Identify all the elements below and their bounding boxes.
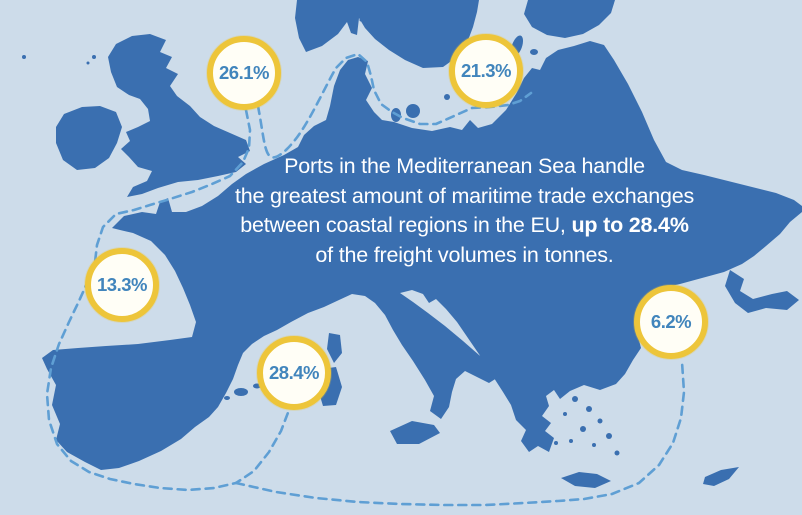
landmasses (22, 0, 802, 488)
map-island-zealand (406, 104, 420, 118)
headline-line-3-text: between coastal regions in the EU, (240, 213, 572, 237)
map-island-crete (561, 472, 611, 488)
headline-line-4: of the freight volumes in tonnes. (315, 242, 614, 267)
map-islet-faroe (22, 55, 26, 59)
badge-mediterranean-sea: 28.4% (257, 336, 331, 410)
map-islet-orkney (92, 55, 96, 59)
badge-bay-of-biscay: 13.3% (85, 248, 159, 322)
map-islands-aegean (554, 396, 620, 456)
map-landmass-finland (524, 0, 615, 38)
map-island-corsica (327, 333, 342, 363)
headline-line-3: between coastal regions in the EU, up to… (212, 211, 717, 241)
shipping-route-mediterranean-east (234, 360, 686, 507)
map-islet-skerry-2 (359, 18, 363, 22)
map-island-saaremaa (530, 49, 538, 55)
map-landmass-scandinavia (295, 0, 479, 68)
map-peninsula-crimea (725, 270, 799, 313)
shipping-routes (45, 52, 686, 507)
headline-line-2: the greatest amount of maritime trade ex… (234, 183, 695, 208)
map-island-cyprus (703, 467, 739, 486)
map-island-mallorca (234, 388, 248, 396)
map-island-ireland (56, 106, 122, 170)
headline: Ports in the Mediterranean Sea handle th… (212, 152, 717, 270)
map-island-sicily (390, 421, 440, 444)
map-landmass-continental-europe (42, 41, 802, 470)
badge-bay-of-biscay-value: 13.3% (97, 274, 147, 295)
badge-black-sea: 6.2% (634, 285, 708, 359)
map-islet-hebrides (86, 61, 90, 65)
badge-baltic-sea-value: 21.3% (461, 60, 511, 81)
headline-line-1: Ports in the Mediterranean Sea handle (284, 154, 645, 178)
badge-mediterranean-sea-value: 28.4% (269, 362, 319, 383)
badge-baltic-sea: 21.3% (449, 34, 523, 108)
badge-black-sea-value: 6.2% (650, 311, 692, 332)
headline-line-3-bold-value: up to 28.4% (571, 213, 689, 237)
shipping-route-atlantic-west (45, 108, 291, 492)
shipping-route-north-sea-baltic (256, 52, 533, 159)
badge-north-sea-value: 26.1% (219, 62, 269, 83)
badge-north-sea: 26.1% (207, 36, 281, 110)
map-island-ibiza (224, 396, 230, 400)
map-islet-skerry-1 (354, 12, 358, 16)
map-island-great-britain (108, 34, 250, 197)
map-island-bornholm (444, 94, 450, 100)
